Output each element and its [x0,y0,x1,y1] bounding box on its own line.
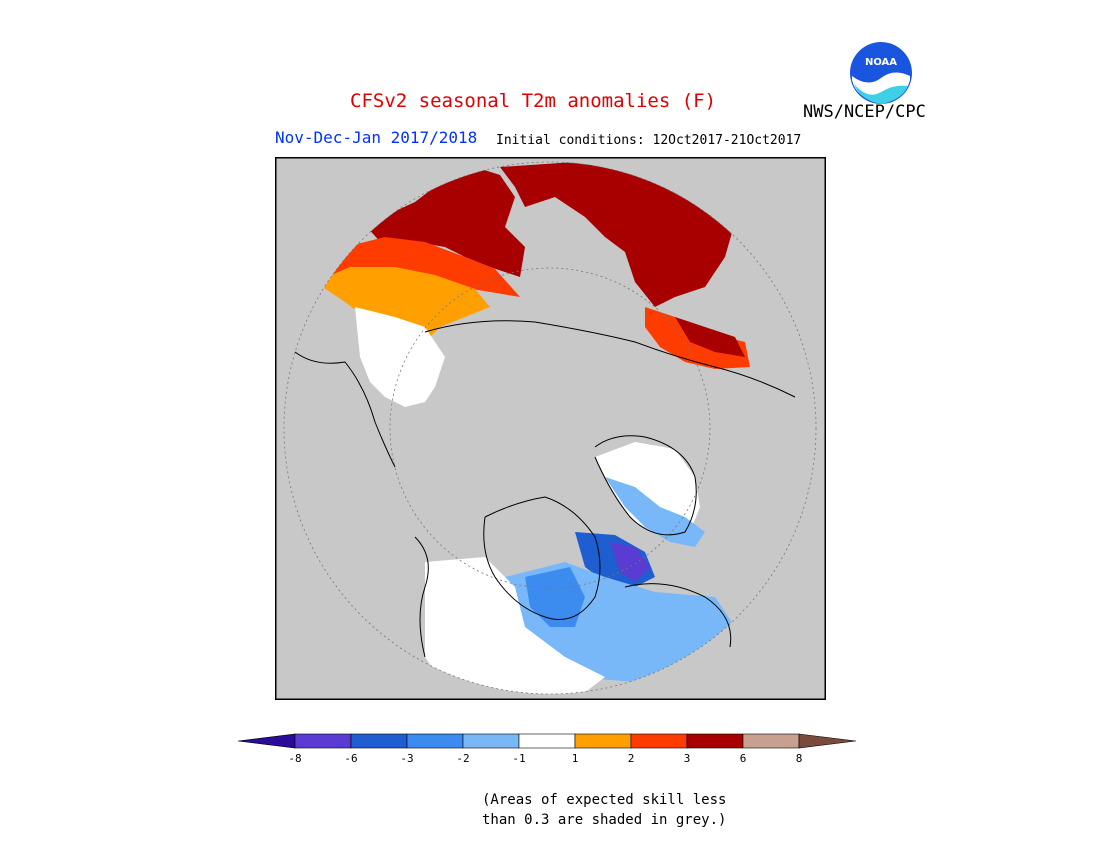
colorbar [238,733,857,749]
colorbar-tick-label: 3 [683,752,691,765]
anomaly-region-white-namerica [425,557,605,694]
agency-label: NWS/NCEP/CPC [803,102,926,122]
colorbar-tick-label: -1 [512,752,526,765]
grid-circle-inner [389,267,711,589]
colorbar-arrow-low [238,733,296,749]
skill-note-line1: (Areas of expected skill less [482,792,727,808]
anomaly-region-lightblue-greenland [605,477,705,547]
colorbar-swatch [574,733,632,749]
colorbar-swatch [742,733,800,749]
colorbar-swatch [462,733,520,749]
skill-note-line2: than 0.3 are shaded in grey.) [482,812,727,828]
logo-text: NOAA [865,57,897,68]
colorbar-swatch [294,733,352,749]
grid-circle-outer [283,161,817,695]
colorbar-tick-label: 1 [571,752,579,765]
anomaly-shading [315,162,750,694]
anomaly-region-darkred-siberia [500,162,735,307]
anomaly-region-purple-canada [610,542,650,582]
map-title: CFSv2 seasonal T2m anomalies (F) [350,90,717,112]
colorbar-tick-label: -8 [288,752,302,765]
noaa-logo: NOAA [850,42,912,104]
colorbar-swatch [686,733,744,749]
colorbar-swatch [350,733,408,749]
anomaly-region-orange-europe [315,267,490,342]
colorbar-tick-label: -2 [456,752,470,765]
coastlines [294,320,796,658]
anomaly-region-darkred-alaska [675,317,745,357]
season-label: Nov-Dec-Jan 2017/2018 [275,128,478,147]
colorbar-tick-label: 8 [795,752,803,765]
colorbar-tick-label: 2 [627,752,635,765]
colorbar-arrow-high [798,733,857,749]
colorbar-tick-label: -6 [344,752,358,765]
colorbar-swatch [518,733,576,749]
anomaly-region-red-scandinavia [320,237,520,297]
colorbar-swatch [630,733,688,749]
colorbar-tick-label: 6 [739,752,747,765]
map-frame [275,157,826,700]
anomaly-region-darkred-eurasia [365,167,525,277]
colorbar-swatch [406,733,464,749]
anomaly-region-blue-midcanada [525,567,585,627]
initial-conditions-label: Initial conditions: 12Oct2017-21Oct2017 [496,133,802,148]
colorbar-tick-label: -3 [400,752,414,765]
anomaly-map [275,157,826,700]
